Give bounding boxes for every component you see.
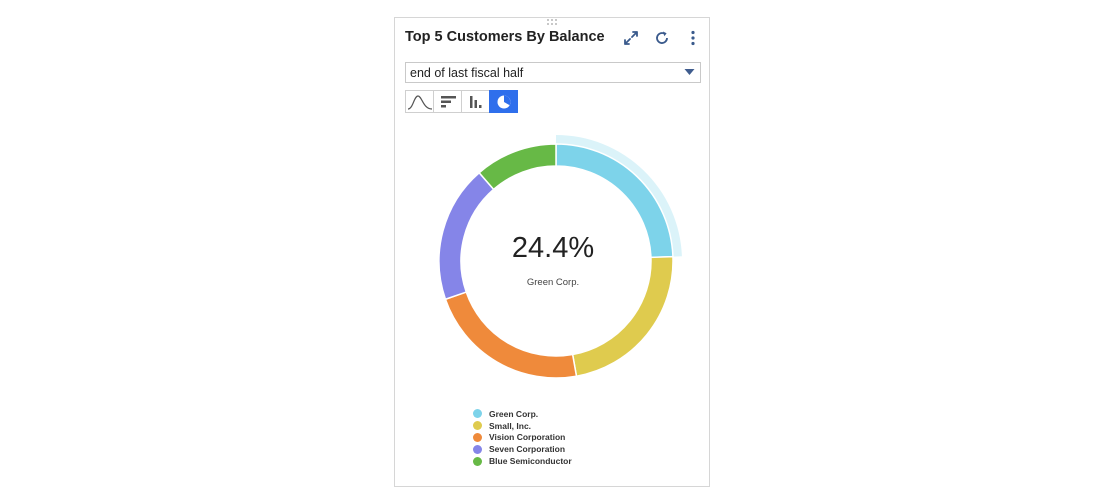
chart-type-toggle (405, 90, 518, 113)
donut-chart (438, 135, 682, 379)
refresh-icon (656, 31, 668, 44)
legend-swatch (473, 421, 482, 431)
more-vert-icon (691, 30, 695, 46)
drag-handle[interactable] (547, 19, 561, 27)
legend-item[interactable]: Small, Inc. (473, 420, 572, 432)
legend-label: Seven Corporation (489, 444, 566, 455)
line-chart-icon (407, 94, 432, 110)
period-select[interactable]: end of last fiscal half (405, 62, 701, 83)
legend-item[interactable]: Seven Corporation (473, 443, 572, 455)
line-chart-button[interactable] (405, 90, 434, 113)
widget-title: Top 5 Customers By Balance (405, 29, 605, 45)
chevron-down-icon (684, 69, 695, 75)
period-select-value: end of last fiscal half (410, 66, 524, 80)
expand-icon (624, 31, 638, 45)
slice-highlight-green-corp (556, 135, 682, 257)
chart-legend: Green Corp. Small, Inc. Vision Corporation… (473, 408, 572, 467)
top-customers-widget: Top 5 Customers By Balance end of last f… (394, 17, 710, 487)
legend-swatch (473, 456, 482, 466)
legend-label: Blue Semiconductor (489, 456, 572, 467)
legend-swatch (473, 444, 482, 454)
legend-label: Green Corp. (489, 408, 539, 419)
highlight-name: Green Corp. (526, 277, 580, 288)
legend-swatch (473, 432, 482, 442)
legend-item[interactable]: Green Corp. (473, 408, 572, 420)
slice-blue-semiconductor[interactable] (478, 143, 557, 191)
legend-label: Small, Inc. (489, 420, 532, 431)
slice-vision-corporation[interactable] (444, 291, 578, 379)
expand-button[interactable] (619, 26, 643, 50)
column-chart-button[interactable] (461, 90, 490, 113)
legend-label: Vision Corporation (489, 432, 566, 443)
slice-small-inc[interactable] (571, 255, 674, 378)
highlight-value: 24.4% (511, 232, 595, 264)
more-options-button[interactable] (681, 26, 705, 50)
column-chart-icon (469, 95, 481, 108)
horizontal-bar-button[interactable] (433, 90, 462, 113)
refresh-button[interactable] (650, 26, 674, 50)
donut-chart-icon (497, 95, 510, 108)
legend-item[interactable]: Blue Semiconductor (473, 455, 572, 467)
horizontal-bar-icon (440, 95, 456, 107)
donut-chart-button[interactable] (489, 90, 518, 113)
legend-item[interactable]: Vision Corporation (473, 432, 572, 444)
legend-swatch (473, 409, 482, 419)
